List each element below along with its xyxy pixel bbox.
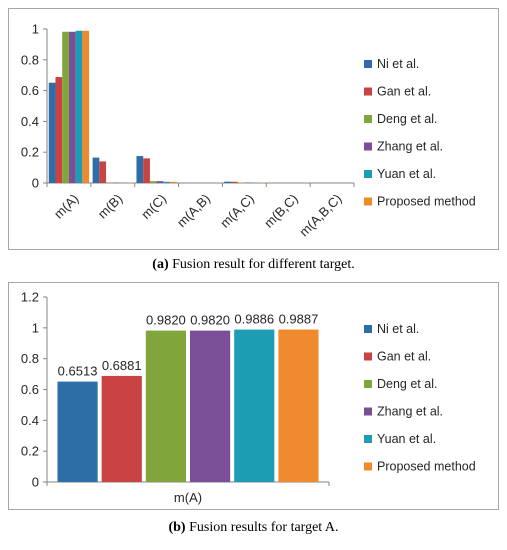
bar: [190, 330, 231, 482]
bar: [75, 30, 83, 183]
x-tick-label: m(B): [95, 191, 126, 222]
bar: [224, 181, 231, 183]
legend-entry: Proposed method: [377, 460, 476, 474]
bar: [278, 329, 319, 482]
x-tick-label: m(B,C): [261, 191, 301, 231]
caption-b-label: (b): [168, 520, 186, 535]
bar: [57, 381, 98, 482]
bar: [55, 77, 63, 183]
legend-swatch: [364, 435, 372, 443]
x-tick-label: m(A): [174, 490, 202, 505]
y-tick-label: 1: [32, 320, 39, 335]
y-tick-label: 0.8: [21, 52, 39, 67]
data-label: 0.9886: [234, 312, 274, 327]
caption-b-text: Fusion results for target A.: [189, 520, 339, 535]
x-tick-label: m(C): [138, 191, 169, 222]
legend-entry: Yuan et al.: [377, 167, 436, 181]
legend-swatch: [364, 115, 372, 123]
legend-entry: Deng et al.: [377, 112, 437, 126]
y-tick-label: 0.8: [21, 351, 39, 366]
legend-entry: Zhang et al.: [377, 140, 443, 154]
bar: [170, 181, 177, 183]
caption-b: (b) Fusion results for target A.: [0, 520, 507, 536]
legend-entry: Gan et al.: [377, 350, 431, 364]
bar: [101, 375, 142, 482]
bar: [92, 157, 100, 183]
legend-entry: Deng et al.: [377, 377, 437, 391]
chart-panel-a: 0 0.2 0.4 0.6 0.8 1 m(A) m(B) m(C) m(A,B) m(A,C) m(…: [8, 8, 499, 250]
bar: [82, 30, 90, 183]
bar: [136, 156, 144, 183]
data-label: 0.9887: [279, 312, 319, 327]
bar: [143, 158, 150, 183]
x-tick-label: m(A,B,C): [296, 191, 344, 239]
legend-swatch: [364, 380, 372, 388]
legend-swatch: [364, 462, 372, 471]
chart-panel-b: 0 0.2 0.4 0.6 0.8 1 1.2 0.6513 0.6881 0.9820 0.982…: [8, 282, 499, 510]
legend-entry: Zhang et al.: [377, 405, 443, 419]
data-label: 0.6513: [58, 364, 98, 379]
legend-swatch: [364, 407, 372, 416]
legend-entry: Ni et al.: [377, 322, 419, 336]
data-label: 0.6881: [102, 358, 142, 373]
y-tick-label: 0.4: [21, 114, 39, 129]
legend-swatch: [364, 87, 372, 96]
bar: [234, 329, 275, 482]
legend-entry: Yuan et al.: [377, 432, 436, 446]
bar: [68, 31, 76, 183]
legend-entry: Ni et al.: [377, 57, 419, 71]
bar: [99, 161, 107, 183]
bar: [149, 181, 157, 183]
legend-swatch: [364, 352, 372, 361]
legend-swatch: [364, 170, 372, 178]
legend-swatch: [364, 197, 372, 206]
chart-a: 00.20.40.60.81m(A) m(B) m(C) m(A,B) m(A,C) m(…: [21, 22, 476, 240]
x-tick-label: m(A,C): [217, 191, 257, 231]
y-tick-label: 0.6: [21, 83, 39, 98]
y-tick-label: 0: [32, 176, 39, 191]
x-tick-label: m(A,B): [174, 191, 213, 230]
y-tick-label: 0.2: [21, 444, 39, 459]
y-tick-label: 1: [32, 22, 39, 37]
data-label: 0.9820: [190, 313, 230, 328]
chart-b: 0 0.2 0.4 0.6 0.8 1 1.2 0.6513 0.6881 0.9820 0.982…: [21, 290, 476, 506]
y-tick-label: 0: [32, 475, 39, 490]
legend-swatch: [364, 325, 372, 333]
legend-swatch: [364, 60, 372, 68]
bar: [62, 31, 69, 183]
bar: [145, 330, 186, 482]
legend-entry: Proposed method: [377, 195, 476, 209]
x-tick-label: m(A): [51, 191, 82, 222]
bar: [163, 181, 171, 183]
y-tick-label: 0.6: [21, 382, 39, 397]
bar: [230, 181, 238, 183]
caption-a-label: (a): [152, 257, 169, 272]
legend-entry: Gan et al.: [377, 85, 431, 99]
y-tick-label: 1.2: [21, 290, 39, 305]
bar: [156, 181, 164, 183]
data-label: 0.9820: [146, 313, 186, 328]
legend-swatch: [364, 142, 372, 151]
caption-a-text: Fusion result for different target.: [172, 257, 355, 272]
y-tick-label: 0.4: [21, 413, 39, 428]
y-tick-label: 0.2: [21, 145, 39, 160]
bar: [48, 82, 56, 183]
caption-a: (a) Fusion result for different target.: [0, 257, 507, 273]
